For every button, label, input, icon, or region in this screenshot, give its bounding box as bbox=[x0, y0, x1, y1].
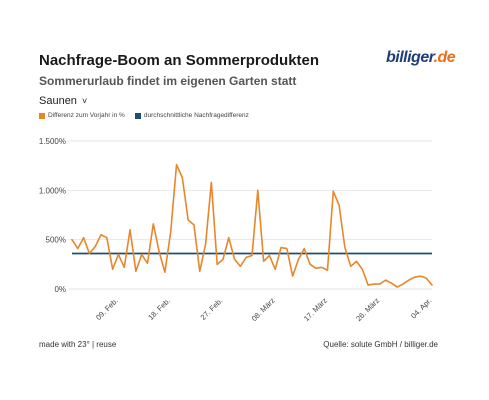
made-with-credit[interactable]: made with 23° | reuse bbox=[39, 340, 117, 349]
y-tick-label: 0% bbox=[54, 285, 66, 294]
dropdown-selected: Saunen bbox=[39, 95, 77, 107]
legend-swatch-average bbox=[134, 112, 141, 119]
x-axis-labels: 09. Feb. 18. Feb. 27. Feb. 08. März 17. März… bbox=[94, 296, 433, 323]
grid-lines bbox=[68, 140, 432, 290]
logo-name: billiger bbox=[386, 49, 434, 66]
x-tick-label: 26. März bbox=[354, 296, 381, 323]
legend: Differenz zum Vorjahr in % durchschnittl… bbox=[39, 112, 249, 119]
chart-subtitle: Sommerurlaub findet im eigenen Garten st… bbox=[39, 74, 297, 88]
x-tick-label: 08. März bbox=[250, 296, 277, 323]
x-tick-label: 17. März bbox=[302, 296, 329, 323]
y-tick-label: 500% bbox=[46, 236, 66, 245]
y-axis-labels: 0% 500% 1.000% 1.500% bbox=[39, 137, 66, 294]
x-tick-label: 04. Apr. bbox=[409, 296, 433, 320]
legend-label-average: durchschnittliche Nachfragedifferenz bbox=[143, 112, 249, 119]
diff-series-line bbox=[71, 163, 433, 288]
chart-title: Nachfrage-Boom an Sommerprodukten bbox=[39, 52, 320, 69]
legend-item-average[interactable]: durchschnittliche Nachfragedifferenz bbox=[134, 112, 249, 119]
x-tick-label: 27. Feb. bbox=[199, 296, 225, 322]
chevron-down-icon: ˅ bbox=[81, 96, 88, 106]
y-tick-label: 1.500% bbox=[39, 137, 66, 146]
billiger-logo: billiger.de bbox=[386, 49, 456, 67]
x-tick-label: 09. Feb. bbox=[94, 296, 120, 322]
source-credit: Quelle: solute GmbH / billiger.de bbox=[323, 340, 438, 349]
logo-tld: .de bbox=[433, 49, 456, 66]
x-tick-label: 18. Feb. bbox=[146, 296, 172, 322]
y-tick-label: 1.000% bbox=[39, 186, 66, 195]
series-lines bbox=[71, 163, 433, 288]
legend-item-diff[interactable]: Differenz zum Vorjahr in % bbox=[39, 112, 125, 119]
legend-label-diff: Differenz zum Vorjahr in % bbox=[48, 112, 125, 119]
legend-swatch-diff bbox=[39, 112, 45, 119]
category-dropdown[interactable]: Saunen ˅ bbox=[39, 95, 87, 107]
